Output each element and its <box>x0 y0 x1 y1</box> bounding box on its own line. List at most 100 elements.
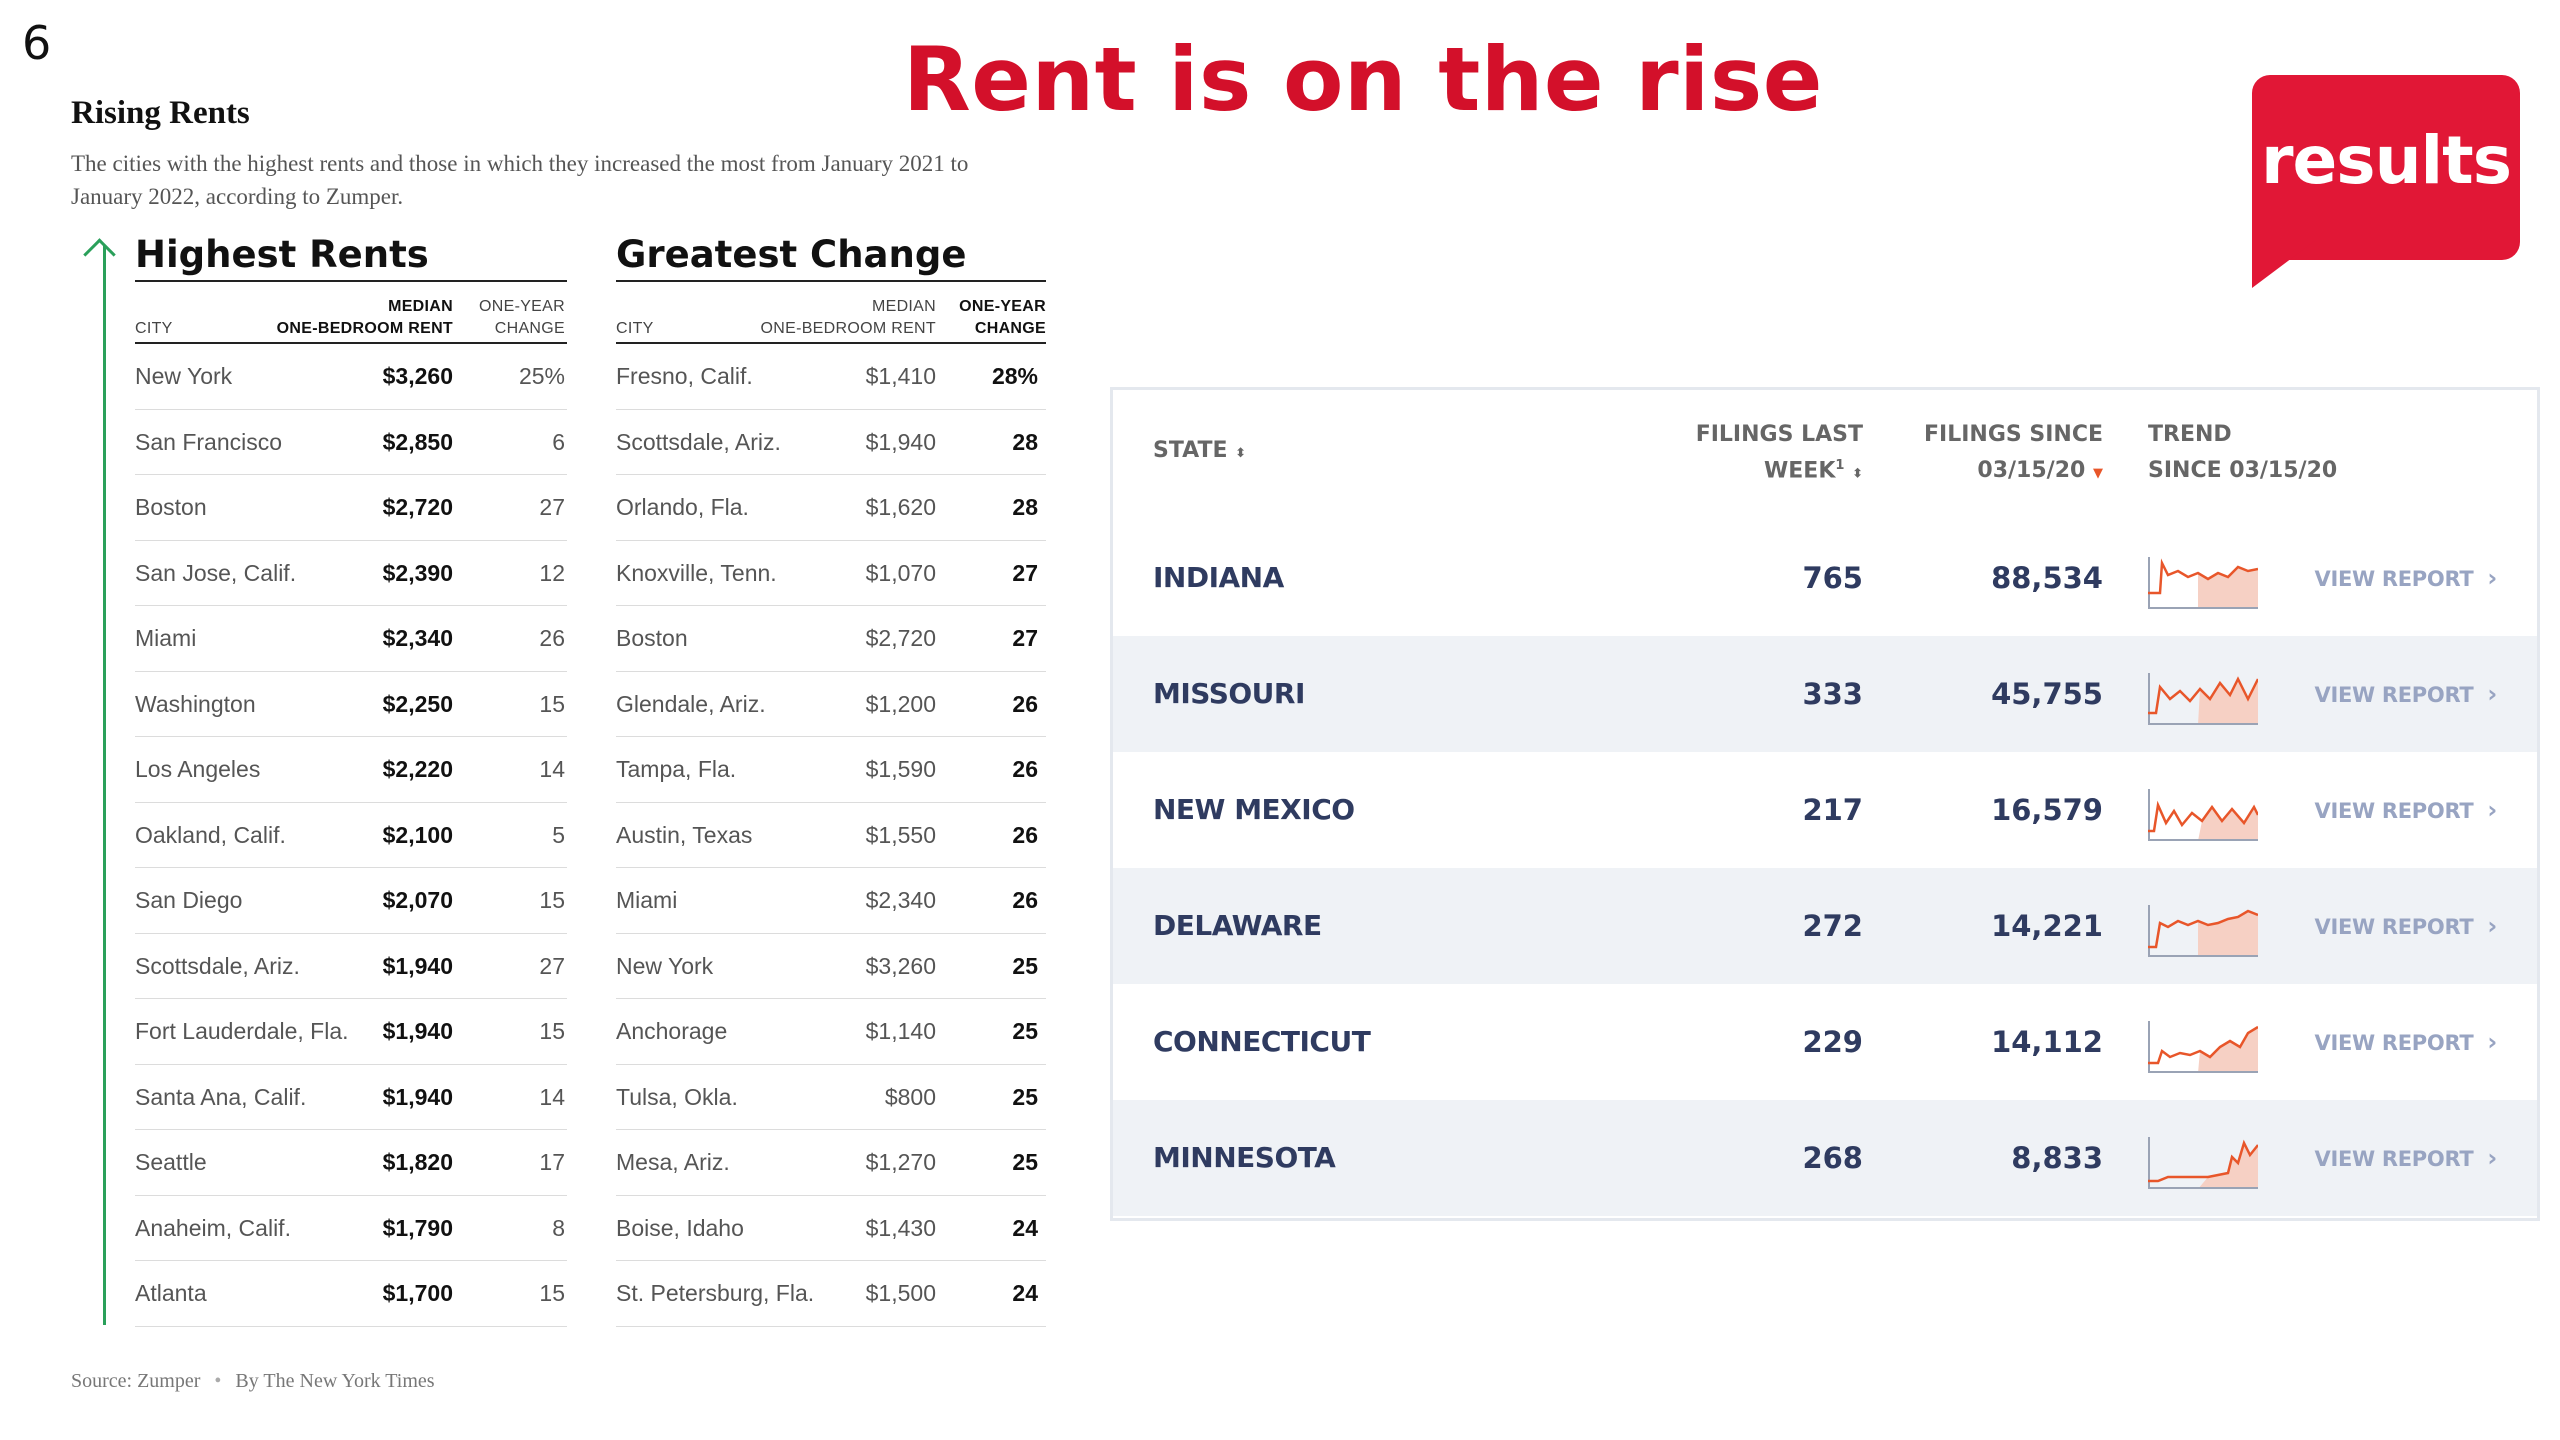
trend-axis <box>2148 673 2258 725</box>
rent-cell: $2,340 <box>865 887 936 913</box>
state-cell: DELAWARE <box>1153 909 1322 942</box>
separator-dot: • <box>214 1370 222 1392</box>
filings-since-cell: 8,833 <box>2011 1141 2103 1175</box>
byline-text: By The New York Times <box>235 1370 435 1392</box>
col-change-line2: CHANGE <box>974 320 1046 337</box>
view-report-link[interactable]: VIEW REPORT › <box>2315 636 2498 753</box>
trend-line <box>2148 1025 2258 1065</box>
col-rent-line1: MEDIAN <box>388 298 453 315</box>
col-since-line1[interactable]: FILINGS SINCE <box>1923 422 2103 447</box>
city-cell: Glendale, Ariz. <box>616 690 766 717</box>
view-report-link[interactable]: VIEW REPORT › <box>2315 984 2498 1101</box>
rent-cell: $1,790 <box>382 1214 453 1241</box>
change-cell: 24 <box>1012 1280 1038 1306</box>
trend-area <box>2198 911 2258 957</box>
table-row: Knoxville, Tenn. $1,070 27 <box>616 541 1046 606</box>
chevron-right-icon: › <box>2487 564 2497 592</box>
trend-sparkline <box>2148 557 2258 609</box>
filings-since-cell: 88,534 <box>1991 561 2103 595</box>
rent-cell: $1,620 <box>865 494 936 520</box>
change-cell: 27 <box>539 952 565 979</box>
view-report-link[interactable]: VIEW REPORT › <box>2315 520 2498 637</box>
rent-cell: $3,260 <box>865 952 936 979</box>
col-change-line1: ONE-YEAR <box>959 298 1046 315</box>
rent-cell: $1,070 <box>865 559 936 586</box>
city-cell: Santa Ana, Calif. <box>135 1083 307 1110</box>
change-cell: 5 <box>552 821 565 848</box>
table-row: Fresno, Calif. $1,410 28% <box>616 344 1046 410</box>
table-row: Atlanta $1,700 15 <box>135 1261 567 1327</box>
logo-text: results <box>2260 122 2512 199</box>
chevron-right-icon: › <box>2487 1144 2497 1172</box>
table-row: Mesa, Ariz. $1,270 25 <box>616 1130 1046 1196</box>
table-row: Tampa, Fla. $1,590 26 <box>616 737 1046 803</box>
trend-axis <box>2148 789 2258 841</box>
table-row: MISSOURI 333 45,755 VIEW REPORT › <box>1113 636 2537 752</box>
highest-rents-title: Highest Rents <box>135 233 429 276</box>
change-cell: 26 <box>539 625 565 651</box>
trend-area <box>2198 807 2258 841</box>
col-last-week-line1[interactable]: FILINGS LAST <box>1695 422 1863 447</box>
rent-cell: $1,550 <box>865 821 936 848</box>
graphic-title: Rising Rents <box>71 95 250 131</box>
sort-active-icon: ▼ <box>2093 466 2103 481</box>
view-report-link[interactable]: VIEW REPORT › <box>2315 1100 2498 1217</box>
sort-icon: ⬍ <box>1235 446 1247 461</box>
source-text: Source: Zumper <box>71 1370 201 1392</box>
table-row: MINNESOTA 268 8,833 VIEW REPORT › <box>1113 1100 2537 1216</box>
change-cell: 15 <box>539 1280 565 1306</box>
col-change-line2: CHANGE <box>494 320 565 337</box>
city-cell: Anaheim, Calif. <box>135 1214 291 1241</box>
change-cell: 28 <box>1012 428 1038 455</box>
rent-cell: $1,500 <box>865 1280 936 1306</box>
city-cell: Boise, Idaho <box>616 1214 744 1241</box>
trend-line <box>2148 800 2258 833</box>
greatest-change-rows: Fresno, Calif. $1,410 28% Scottsdale, Ariz.… <box>616 344 1046 1327</box>
city-cell: New York <box>616 952 714 979</box>
table-row: New York $3,260 25 <box>616 934 1046 999</box>
rent-cell: $2,250 <box>382 690 453 717</box>
view-report-link[interactable]: VIEW REPORT › <box>2315 752 2498 869</box>
city-cell: Miami <box>616 887 678 913</box>
rent-cell: $2,850 <box>382 428 453 455</box>
rent-cell: $2,220 <box>382 756 453 782</box>
col-state-header[interactable]: STATE ⬍ <box>1153 438 1246 463</box>
state-cell: CONNECTICUT <box>1153 1025 1371 1058</box>
filings-since-cell: 16,579 <box>1991 793 2103 827</box>
change-cell: 25% <box>518 363 565 389</box>
rent-cell: $1,940 <box>382 1083 453 1110</box>
filings-since-cell: 14,221 <box>1991 909 2103 943</box>
rent-cell: $1,430 <box>865 1214 936 1241</box>
change-cell: 15 <box>539 887 565 913</box>
city-cell: Washington <box>135 690 256 717</box>
col-rent-line2: ONE-BEDROOM RENT <box>276 320 453 337</box>
table-row: CONNECTICUT 229 14,112 VIEW REPORT › <box>1113 984 2537 1100</box>
graphic-source: Source: Zumper • By The New York Times <box>71 1370 435 1393</box>
change-cell: 27 <box>539 494 565 520</box>
highest-rents-rows: New York $3,260 25% San Francisco $2,850 6 Bos… <box>135 344 567 1327</box>
col-trend-line1: TREND <box>2148 422 2232 447</box>
col-trend-line2: SINCE 03/15/20 <box>2148 458 2338 483</box>
table-row: Oakland, Calif. $2,100 5 <box>135 803 567 868</box>
col-rent-line2: ONE-BEDROOM RENT <box>760 320 936 337</box>
city-cell: Seattle <box>135 1149 207 1175</box>
city-cell: St. Petersburg, Fla. <box>616 1280 815 1306</box>
city-cell: Tulsa, Okla. <box>616 1083 738 1110</box>
table-row: Boston $2,720 27 <box>135 475 567 541</box>
change-cell: 15 <box>539 1018 565 1044</box>
col-since-line2[interactable]: 03/15/20 ▼ <box>1977 458 2103 483</box>
view-report-link[interactable]: VIEW REPORT › <box>2315 868 2498 985</box>
change-cell: 25 <box>1012 1018 1038 1044</box>
table-row: San Jose, Calif. $2,390 12 <box>135 541 567 606</box>
rent-cell: $1,200 <box>865 690 936 717</box>
rent-cell: $2,100 <box>382 821 453 848</box>
highest-rents-table: Highest Rents CITY MEDIAN ONE-BEDROOM RE… <box>135 230 567 1327</box>
city-cell: Mesa, Ariz. <box>616 1149 730 1175</box>
col-last-week-line2[interactable]: WEEK1 ⬍ <box>1764 458 1863 483</box>
table-row: INDIANA 765 88,534 VIEW REPORT › <box>1113 520 2537 636</box>
filings-since-cell: 45,755 <box>1991 677 2103 711</box>
greatest-change-title: Greatest Change <box>616 233 967 276</box>
filings-last-week-cell: 217 <box>1802 793 1863 827</box>
rent-cell: $800 <box>884 1083 936 1110</box>
trend-area <box>2198 1027 2258 1073</box>
